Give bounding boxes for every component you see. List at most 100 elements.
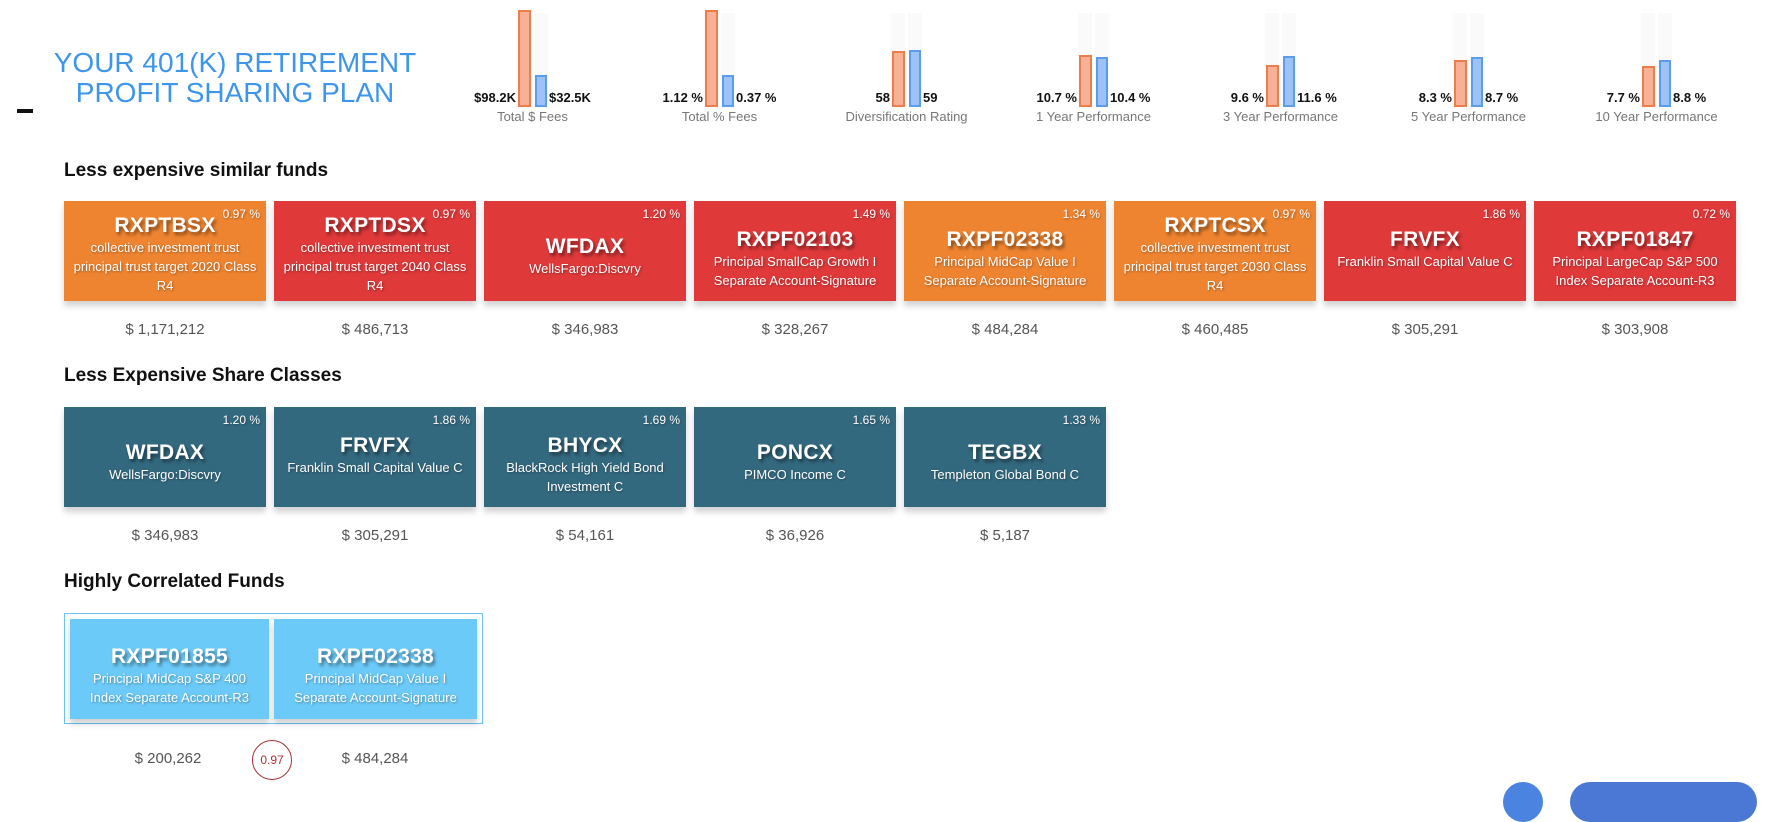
fund-description: collective investment trust principal tr… [1123,240,1307,293]
fund-description: Franklin Small Capital Value C [287,460,463,475]
fund-description: Principal MidCap S&P 400 Index Separate … [90,671,249,705]
alternative-value: $32.5K [549,90,591,105]
expense-ratio: 1.65 % [852,413,890,427]
expense-ratio: 0.97 % [1272,207,1310,221]
share-class-fund-card-wfdax[interactable]: 1.20 % WFDAX WellsFargo:Discvry [64,407,266,507]
fund-card-correlated-1[interactable]: RXPF01855 Principal MidCap S&P 400 Index… [70,619,269,719]
metric-5-year-performance: 8.3 % 8.7 % 5 Year Performance [1375,0,1562,130]
fund-ticker: RXPF02103 [736,228,854,251]
fund-price: $ 305,291 [1391,321,1459,338]
metric-label: Total $ Fees [497,109,568,124]
fund-ticker: RXPTCSX [1164,214,1266,237]
similar-fund-card-rxpf02103[interactable]: 1.49 % RXPF02103 Principal SmallCap Growth… [694,201,896,301]
expense-ratio: 1.20 % [222,413,260,427]
similar-fund-card-rxpf01847[interactable]: 0.72 % RXPF01847 Principal LargeCap S&P 50… [1534,201,1736,301]
fund-description: BlackRock High Yield Bond Investment C [506,460,664,494]
bar-current [1642,66,1655,107]
fund-price: $ 486,713 [341,321,409,338]
similar-fund-card-rxptbsx[interactable]: 0.97 % RXPTBSX collective investment trust… [64,201,266,301]
bar-alternative [1659,60,1671,107]
fund-description: collective investment trust principal tr… [73,240,257,293]
plan-title-line1: YOUR 401(K) RETIREMENT [53,47,417,78]
metric-label: 10 Year Performance [1595,109,1718,124]
metric-label: Total % Fees [681,109,758,124]
collapse-toggle[interactable] [17,109,33,113]
fund-description: Principal MidCap Value I Separate Accoun… [294,671,457,705]
bar-current [1454,60,1467,107]
similar-fund-card-rxptcsx[interactable]: 0.97 % RXPTCSX collective investment trust… [1114,201,1316,301]
expense-ratio: 1.49 % [852,207,890,221]
bar-alternative [722,75,734,107]
current-value: 10.7 % [1036,90,1077,105]
share-class-fund-card-frvfx[interactable]: 1.86 % FRVFX Franklin Small Capital Value … [274,407,476,507]
fund-description: PIMCO Income C [744,467,846,482]
expense-ratio: 0.97 % [432,207,470,221]
fund-price: $ 303,908 [1601,321,1669,338]
fund-ticker: RXPF02338 [316,645,435,668]
alternative-value: 8.8 % [1673,90,1707,105]
share-class-fund-card-tegbx[interactable]: 1.33 % TEGBX Templeton Global Bond C [904,407,1106,507]
metric-3-year-performance: 9.6 % 11.6 % 3 Year Performance [1187,0,1374,130]
alternative-value: 0.37 % [736,90,777,105]
section-title-correlated-funds: Highly Correlated Funds [64,571,285,592]
plan-title-line2: PROFIT SHARING PLAN [75,77,395,108]
fund-ticker: FRVFX [340,434,410,457]
fund-price: $ 484,284 [971,321,1039,338]
metric-total-fees: 1.12 % 0.37 % Total % Fees [626,0,813,130]
current-value: $98.2K [474,90,516,105]
metric-10-year-performance: 7.7 % 8.8 % 10 Year Performance [1563,0,1750,130]
bar-alternative [535,75,547,107]
fund-card-correlated-2[interactable]: RXPF02338 Principal MidCap Value I Separ… [274,619,477,719]
fund-ticker: RXPF02338 [946,228,1064,251]
plan-title: YOUR 401(K) RETIREMENT PROFIT SHARING PL… [40,48,430,108]
correlated-funds-group [64,613,483,724]
similar-fund-card-rxpf02338[interactable]: 1.34 % RXPF02338 Principal MidCap Value I … [904,201,1106,301]
fund-description: Principal MidCap Value I Separate Accoun… [923,254,1087,288]
fund-price: $ 200,262 [134,750,202,767]
bar-alternative [1096,57,1108,107]
metric-label: 1 Year Performance [1036,109,1151,124]
expense-ratio: 1.20 % [642,207,680,221]
bar-current [892,51,905,107]
bar-current [705,10,718,107]
current-value: 9.6 % [1230,90,1264,105]
bar-current [1266,65,1279,107]
fund-price: $ 484,284 [341,750,409,767]
fund-price: $ 36,926 [765,527,825,544]
fund-ticker: RXPF01847 [1576,228,1694,251]
fund-description: WellsFargo:Discvry [109,467,221,482]
fund-description: Templeton Global Bond C [930,467,1080,482]
action-button[interactable] [1570,782,1757,822]
alternative-value: 11.6 % [1297,90,1337,105]
fund-ticker: WFDAX [545,235,625,258]
similar-fund-card-wfdax[interactable]: 1.20 % WFDAX WellsFargo:Discvry [484,201,686,301]
similar-fund-card-rxptdsx[interactable]: 0.97 % RXPTDSX collective investment trust… [274,201,476,301]
fund-price: $ 328,267 [761,321,829,338]
fund-ticker: BHYCX [547,434,623,457]
fund-ticker: RXPF01855 [110,645,229,668]
expense-ratio: 1.69 % [642,413,680,427]
expense-ratio: 1.34 % [1062,207,1100,221]
fund-price: $ 346,983 [131,527,199,544]
help-button[interactable] [1503,782,1543,822]
current-value: 7.7 % [1606,90,1640,105]
bar-alternative [1471,57,1483,107]
fund-description: Franklin Small Capital Value C [1337,254,1513,269]
fund-price: $ 346,983 [551,321,619,338]
share-class-fund-card-bhycx[interactable]: 1.69 % BHYCX BlackRock High Yield Bond Inv… [484,407,686,507]
bar-alternative [909,50,921,107]
current-value: 1.12 % [662,90,703,105]
expense-ratio: 0.97 % [222,207,260,221]
metric-1-year-performance: 10.7 % 10.4 % 1 Year Performance [1000,0,1187,130]
fund-description: WellsFargo:Discvry [529,261,641,276]
similar-fund-card-frvfx[interactable]: 1.86 % FRVFX Franklin Small Capital Value … [1324,201,1526,301]
expense-ratio: 1.33 % [1062,413,1100,427]
fund-description: Principal LargeCap S&P 500 Index Separat… [1552,254,1718,288]
fund-price: $ 460,485 [1181,321,1249,338]
metric-label: 5 Year Performance [1411,109,1526,124]
metric-diversification-rating: 58 59 Diversification Rating [813,0,1000,130]
alternative-value: 59 [923,90,938,105]
section-title-similar-funds: Less expensive similar funds [64,160,329,181]
alternative-value: 8.7 % [1485,90,1519,105]
share-class-fund-card-poncx[interactable]: 1.65 % PONCX PIMCO Income C [694,407,896,507]
